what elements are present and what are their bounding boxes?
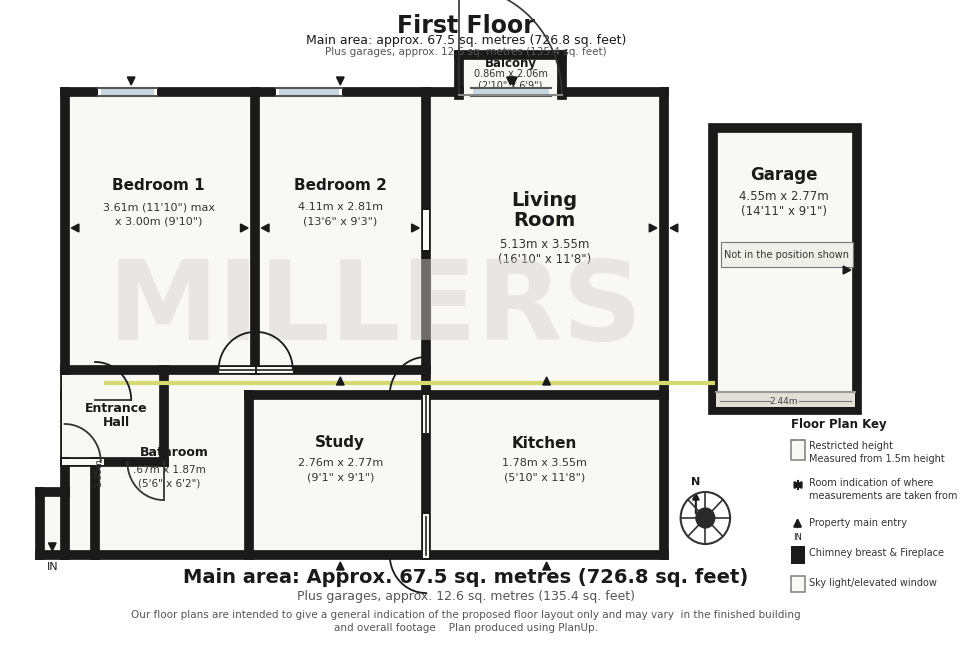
Text: Bedroom 1: Bedroom 1 (113, 178, 205, 193)
Text: Sky light/elevated window: Sky light/elevated window (808, 578, 937, 588)
Polygon shape (507, 77, 514, 85)
Text: Restricted height
Measured from 1.5m height: Restricted height Measured from 1.5m hei… (808, 441, 945, 464)
Bar (791, 440, 806, 460)
Bar (275, 88, 342, 96)
Text: and overall footage    Plan produced using PlanUp.: and overall footage Plan produced using … (334, 623, 598, 633)
Polygon shape (336, 377, 344, 385)
Bar (65, 92, 663, 555)
Bar (791, 440, 806, 460)
Polygon shape (240, 224, 248, 232)
Text: Plus garages, approx. 12.6 sq. metres (135.4 sq. feet): Plus garages, approx. 12.6 sq. metres (1… (325, 47, 607, 57)
Text: 1.35m: 1.35m (94, 458, 103, 486)
Bar (473, 89, 549, 95)
Bar (92, 400, 134, 438)
Text: Balcony: Balcony (484, 57, 536, 69)
Polygon shape (543, 377, 551, 385)
Bar (278, 89, 339, 95)
Text: Main area: Approx. 67.5 sq. metres (726.8 sq. feet): Main area: Approx. 67.5 sq. metres (726.… (183, 568, 749, 587)
Bar (62, 459, 104, 465)
Text: 1.78m x 3.55m: 1.78m x 3.55m (503, 458, 587, 468)
Text: (5'6" x 6'2"): (5'6" x 6'2") (138, 478, 200, 488)
Text: Bathroom: Bathroom (139, 447, 209, 460)
Polygon shape (843, 266, 851, 274)
Text: (5'10" x 11'8"): (5'10" x 11'8") (504, 472, 585, 482)
Text: Hall: Hall (103, 415, 129, 428)
Polygon shape (336, 562, 344, 570)
Text: Floor Plan Key: Floor Plan Key (791, 418, 887, 431)
Polygon shape (543, 562, 551, 570)
Text: x 3.00m (9'10"): x 3.00m (9'10") (115, 216, 203, 226)
Text: (9'1" x 9'1"): (9'1" x 9'1") (307, 472, 374, 482)
Text: 2.76m x 2.77m: 2.76m x 2.77m (298, 458, 383, 468)
Text: 4.11m x 2.81m: 4.11m x 2.81m (298, 202, 383, 212)
Polygon shape (127, 77, 135, 85)
Text: Property main entry: Property main entry (808, 518, 907, 528)
Text: MILLERS: MILLERS (108, 257, 643, 364)
Text: Room indication of where
measurements are taken from: Room indication of where measurements ar… (808, 478, 957, 502)
Bar (460, 55, 562, 95)
Bar (713, 128, 858, 410)
Text: (16'10" x 11'8"): (16'10" x 11'8") (498, 253, 591, 266)
Polygon shape (72, 224, 79, 232)
Bar (715, 392, 855, 407)
Polygon shape (336, 77, 344, 85)
Text: Not in the position shown: Not in the position shown (724, 249, 849, 259)
Bar (40, 492, 65, 555)
Circle shape (696, 508, 714, 528)
Bar (713, 128, 858, 410)
Text: Study: Study (316, 436, 366, 451)
Polygon shape (670, 224, 678, 232)
Bar (791, 576, 806, 592)
Text: First Floor: First Floor (397, 14, 535, 38)
Text: Entrance: Entrance (84, 402, 147, 415)
Polygon shape (262, 224, 270, 232)
Bar (791, 546, 806, 564)
Bar (791, 576, 806, 592)
Bar (720, 242, 853, 267)
Text: 3.61m (11'10") max: 3.61m (11'10") max (103, 202, 215, 212)
Bar (101, 89, 154, 95)
Text: Our floor plans are intended to give a general indication of the proposed floor : Our floor plans are intended to give a g… (131, 610, 801, 620)
Text: Bedroom 2: Bedroom 2 (294, 178, 387, 193)
Polygon shape (650, 224, 657, 232)
Text: (2'10" x 6'9"): (2'10" x 6'9") (478, 80, 543, 90)
Text: IN: IN (793, 533, 802, 542)
Text: N: N (691, 477, 701, 487)
Text: Chimney breast & Fireplace: Chimney breast & Fireplace (808, 548, 944, 558)
Text: Plus garages, approx. 12.6 sq. metres (135.4 sq. feet): Plus garages, approx. 12.6 sq. metres (1… (297, 590, 635, 603)
Bar (423, 514, 428, 558)
Polygon shape (510, 77, 517, 85)
Text: 0.86m x 2.06m: 0.86m x 2.06m (473, 69, 548, 79)
Text: .67m x 1.87m: .67m x 1.87m (133, 465, 206, 475)
Bar (62, 375, 104, 457)
Bar (257, 367, 293, 373)
Bar (65, 370, 663, 555)
Bar (470, 88, 552, 96)
Text: Kitchen: Kitchen (512, 436, 577, 451)
Text: (13'6" x 9'3"): (13'6" x 9'3") (303, 216, 377, 226)
Text: (14'11" x 9'1"): (14'11" x 9'1") (741, 204, 827, 217)
Text: 4.55m x 2.77m: 4.55m x 2.77m (739, 191, 829, 204)
Bar (219, 367, 255, 373)
Text: IN: IN (46, 562, 58, 572)
Bar (423, 395, 428, 433)
Bar (720, 242, 853, 267)
Bar (423, 210, 428, 250)
Text: 2.44m: 2.44m (769, 396, 798, 406)
Text: Room: Room (514, 210, 576, 229)
Text: 5.13m x 3.55m: 5.13m x 3.55m (500, 238, 589, 251)
Text: Living: Living (512, 191, 578, 210)
Polygon shape (412, 224, 419, 232)
Bar (98, 88, 157, 96)
Text: Garage: Garage (751, 166, 818, 184)
Text: Main area: approx. 67.5 sq. metres (726.8 sq. feet): Main area: approx. 67.5 sq. metres (726.… (306, 34, 626, 47)
